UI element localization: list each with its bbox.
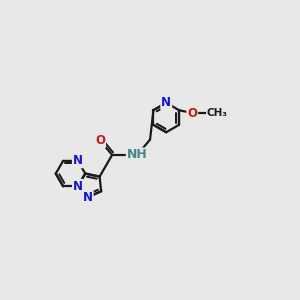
Text: CH₃: CH₃	[207, 108, 228, 118]
Text: N: N	[161, 96, 171, 109]
Text: N: N	[73, 154, 83, 167]
Text: N: N	[83, 191, 93, 204]
Text: O: O	[95, 134, 105, 147]
Text: O: O	[187, 106, 197, 120]
Text: N: N	[73, 180, 83, 193]
Text: NH: NH	[127, 148, 148, 161]
